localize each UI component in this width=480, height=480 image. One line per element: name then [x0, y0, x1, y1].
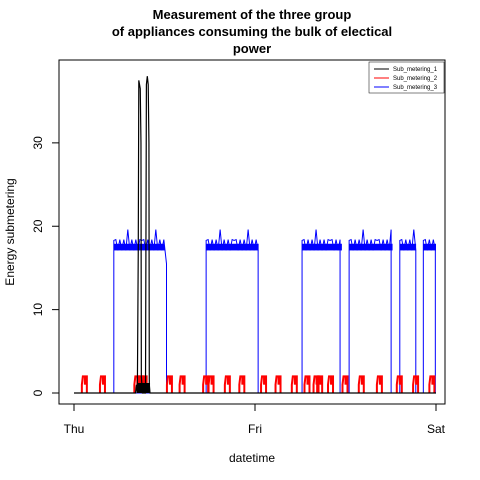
- series-sub-metering-3-segment: [301, 229, 341, 393]
- series-sub-metering-2-pulse: [290, 375, 298, 393]
- legend-box: [368, 61, 445, 94]
- series-sub-metering-1-block: [137, 382, 151, 393]
- legend: Sub_metering_1 Sub_metering_2 Sub_meteri…: [368, 61, 445, 94]
- series-sub-metering-2-pulse: [238, 375, 246, 393]
- series-layer: [74, 76, 436, 394]
- x-tick-label: Thu: [64, 422, 85, 436]
- series-sub-metering-3-segment: [205, 229, 259, 393]
- y-tick-label: 30: [31, 136, 45, 150]
- chart-title: Measurement of the three group of applia…: [112, 7, 392, 56]
- x-tick-label: Fri: [248, 422, 262, 436]
- series-sub-metering-2-pulse: [178, 375, 186, 393]
- series-sub-metering-2-pulse: [316, 375, 324, 393]
- legend-label-sub-metering-3: Sub_metering_3: [393, 85, 438, 91]
- series-sub-metering-2-pulse: [80, 375, 88, 393]
- series-sub-metering-3-segment: [422, 238, 436, 393]
- title-line-3: power: [233, 41, 271, 56]
- x-axis: Thu Fri Sat: [64, 403, 446, 436]
- series-sub-metering-2-pulse: [341, 375, 349, 393]
- x-axis-label: datetime: [229, 451, 275, 465]
- y-axis-label: Energy submetering: [3, 178, 17, 285]
- series-sub-metering-2-pulse: [375, 375, 383, 393]
- series-sub-metering-2-pulse: [327, 375, 335, 393]
- series-sub-metering-3-band: [113, 243, 165, 251]
- y-axis: 0 10 20 30: [31, 136, 60, 396]
- series-sub-metering-2-pulse: [412, 375, 420, 393]
- series-sub-metering-3-band: [302, 243, 342, 251]
- series-sub-metering-3-band: [423, 243, 436, 251]
- series-sub-metering-3-segment: [348, 229, 392, 393]
- x-tick-label: Sat: [427, 422, 446, 436]
- title-line-1: Measurement of the three group: [153, 7, 352, 22]
- plot-frame: [58, 59, 446, 405]
- series-sub-metering-3-band: [349, 243, 393, 251]
- series-sub-metering-1-line: [74, 76, 436, 394]
- series-sub-metering-2-pulse: [428, 375, 436, 393]
- series-sub-metering-2-pulse: [274, 375, 282, 393]
- series-sub-metering-2-pulse: [207, 375, 215, 393]
- series-sub-metering-2-pulse: [395, 375, 403, 393]
- series-sub-metering-2-pulse: [357, 375, 365, 393]
- legend-label-sub-metering-1: Sub_metering_1: [393, 67, 438, 73]
- y-tick-label: 10: [31, 303, 45, 317]
- series-sub-metering-2-pulse: [202, 375, 210, 393]
- title-line-2: of appliances consuming the bulk of elec…: [112, 24, 392, 39]
- series-sub-metering-2-pulse: [303, 375, 311, 393]
- series-sub-metering-2-pulse: [98, 375, 106, 393]
- y-tick-label: 20: [31, 219, 45, 233]
- series-sub-metering-2-pulse: [165, 375, 173, 393]
- series-sub-metering-3-segment: [113, 229, 167, 393]
- series-sub-metering-2-pulse: [223, 375, 231, 393]
- series-sub-metering-3-band: [399, 243, 417, 251]
- series-sub-metering-3-segment: [399, 229, 417, 393]
- y-tick-label: 0: [31, 389, 45, 396]
- series-sub-metering-2-pulse: [260, 375, 268, 393]
- legend-label-sub-metering-2: Sub_metering_2: [393, 76, 438, 82]
- series-sub-metering-3-band: [206, 243, 259, 251]
